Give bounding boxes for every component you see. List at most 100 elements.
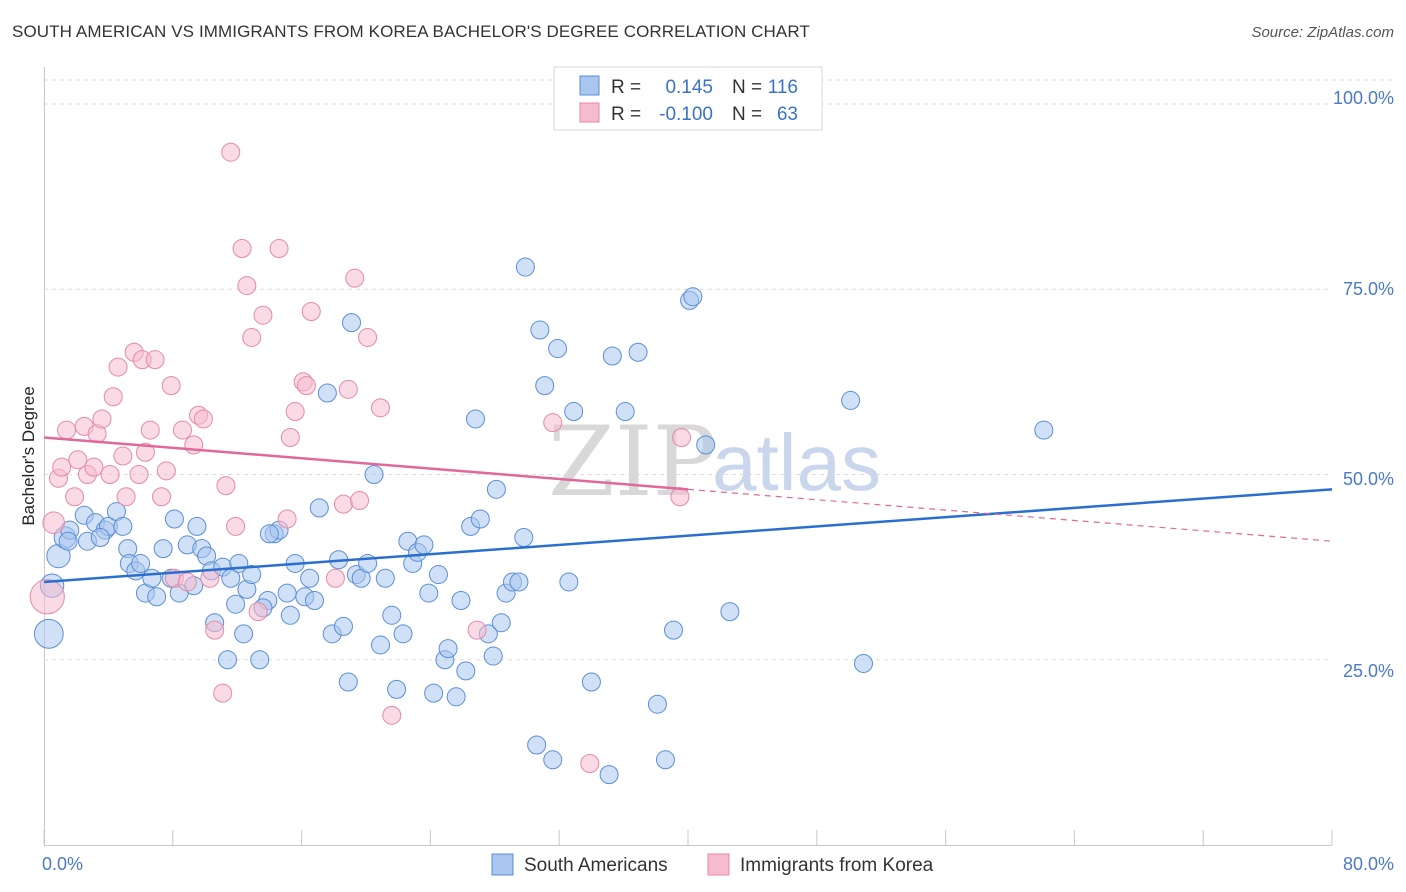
point-immigrants-korea-34 <box>213 683 233 703</box>
point-immigrants-korea-58 <box>467 620 487 640</box>
stats-legend-swatch-blue <box>579 75 600 96</box>
point-immigrants-korea-48 <box>296 376 316 396</box>
point-south-americans-103 <box>664 620 684 640</box>
point-south-americans-11 <box>90 528 110 548</box>
point-south-americans-5 <box>58 531 78 551</box>
point-south-americans-39 <box>250 650 270 670</box>
series-immigrants-korea <box>29 142 692 773</box>
point-immigrants-korea-53 <box>345 268 365 288</box>
point-south-americans-60 <box>364 465 384 485</box>
point-south-americans-55 <box>338 672 358 692</box>
point-south-americans-62 <box>375 568 395 588</box>
point-south-americans-32 <box>218 650 238 670</box>
point-immigrants-korea-43 <box>269 239 289 259</box>
point-immigrants-korea-35 <box>216 476 236 496</box>
point-south-americans-76 <box>451 590 471 610</box>
point-immigrants-korea-57 <box>382 705 402 725</box>
trend-line-0 <box>43 488 1333 584</box>
chart-title: SOUTH AMERICAN VS IMMIGRANTS FROM KOREA … <box>12 22 810 41</box>
point-immigrants-korea-54 <box>350 490 370 510</box>
point-south-americans-74 <box>438 639 458 659</box>
point-immigrants-korea-11 <box>92 409 112 429</box>
point-immigrants-korea-55 <box>358 327 378 347</box>
point-south-americans-97 <box>599 765 619 785</box>
point-immigrants-korea-60 <box>580 753 600 773</box>
point-immigrants-korea-13 <box>103 387 123 407</box>
point-south-americans-51 <box>317 383 337 403</box>
point-immigrants-korea-18 <box>129 465 149 485</box>
point-south-americans-26 <box>187 516 207 536</box>
point-south-americans-20 <box>153 539 173 559</box>
point-south-americans-63 <box>382 605 402 625</box>
point-south-americans-99 <box>615 402 635 422</box>
stats-legend: R = 0.145 N = 116 R = -0.100 N = 63 <box>553 66 823 131</box>
point-south-americans-112 <box>259 524 279 544</box>
watermark-zip: ZIP <box>548 406 717 518</box>
x-tick-label-min: 0.0% <box>42 854 83 874</box>
point-south-americans-80 <box>470 509 490 529</box>
point-south-americans-69 <box>414 535 434 555</box>
point-immigrants-korea-22 <box>145 350 165 370</box>
point-south-americans-61 <box>370 635 390 655</box>
trend-line-1-dashed <box>687 488 1333 542</box>
point-south-americans-87 <box>509 572 529 592</box>
y-axis-title: Bachelor's Degree <box>19 386 38 525</box>
point-immigrants-korea-1 <box>42 511 65 534</box>
point-immigrants-korea-6 <box>68 450 88 470</box>
point-immigrants-korea-38 <box>232 239 252 259</box>
point-south-americans-44 <box>277 583 297 603</box>
point-south-americans-71 <box>424 683 444 703</box>
stats-n-label-blue: N = <box>732 77 762 98</box>
point-south-americans-14 <box>113 516 133 536</box>
point-south-americans-93 <box>543 750 563 770</box>
point-immigrants-korea-59 <box>543 413 563 433</box>
x-ticks <box>43 830 1333 845</box>
point-immigrants-korea-61 <box>672 427 692 447</box>
point-immigrants-korea-49 <box>301 302 321 322</box>
x-tick-label-max: 80.0% <box>1343 854 1394 874</box>
point-south-americans-84 <box>491 613 511 633</box>
point-south-americans-113 <box>581 672 601 692</box>
point-immigrants-korea-5 <box>65 487 85 507</box>
point-immigrants-korea-31 <box>193 409 213 429</box>
point-south-americans-19 <box>147 587 167 607</box>
point-south-americans-109 <box>853 653 873 673</box>
point-south-americans-94 <box>548 339 568 359</box>
point-south-americans-98 <box>602 346 622 366</box>
point-immigrants-korea-33 <box>205 620 225 640</box>
point-immigrants-korea-3 <box>52 457 72 477</box>
stats-r-label-blue: R = <box>611 77 641 98</box>
point-south-americans-36 <box>234 624 254 644</box>
point-south-americans-77 <box>456 661 476 681</box>
point-south-americans-79 <box>465 409 485 429</box>
point-immigrants-korea-41 <box>248 602 268 622</box>
point-south-americans-18 <box>142 568 162 588</box>
point-immigrants-korea-15 <box>113 446 133 466</box>
point-south-americans-65 <box>393 624 413 644</box>
point-immigrants-korea-0 <box>29 579 65 615</box>
point-south-americans-82 <box>483 646 503 666</box>
point-immigrants-korea-21 <box>140 420 160 440</box>
point-south-americans-75 <box>446 687 466 707</box>
point-immigrants-korea-25 <box>161 376 181 396</box>
point-immigrants-korea-52 <box>338 379 358 399</box>
point-south-americans-105 <box>683 287 703 307</box>
point-south-americans-100 <box>628 342 648 362</box>
point-south-americans-91 <box>530 320 550 340</box>
y-tick-label-100: 100.0% <box>1333 88 1394 108</box>
point-immigrants-korea-14 <box>108 357 128 377</box>
y-tick-label-75: 75.0% <box>1343 279 1394 299</box>
point-south-americans-108 <box>841 390 861 410</box>
point-immigrants-korea-40 <box>242 327 262 347</box>
legend-swatch-south-americans <box>491 853 514 876</box>
point-immigrants-korea-37 <box>226 516 246 536</box>
legend-label-immigrants-korea: Immigrants from Korea <box>740 855 934 876</box>
stats-legend-swatch-pink <box>579 102 600 123</box>
point-south-americans-110 <box>1034 420 1054 440</box>
y-tick-label-25: 25.0% <box>1343 661 1394 681</box>
point-immigrants-korea-23 <box>152 487 172 507</box>
point-south-americans-102 <box>655 750 675 770</box>
point-south-americans-50 <box>309 498 329 518</box>
point-immigrants-korea-36 <box>221 142 241 162</box>
